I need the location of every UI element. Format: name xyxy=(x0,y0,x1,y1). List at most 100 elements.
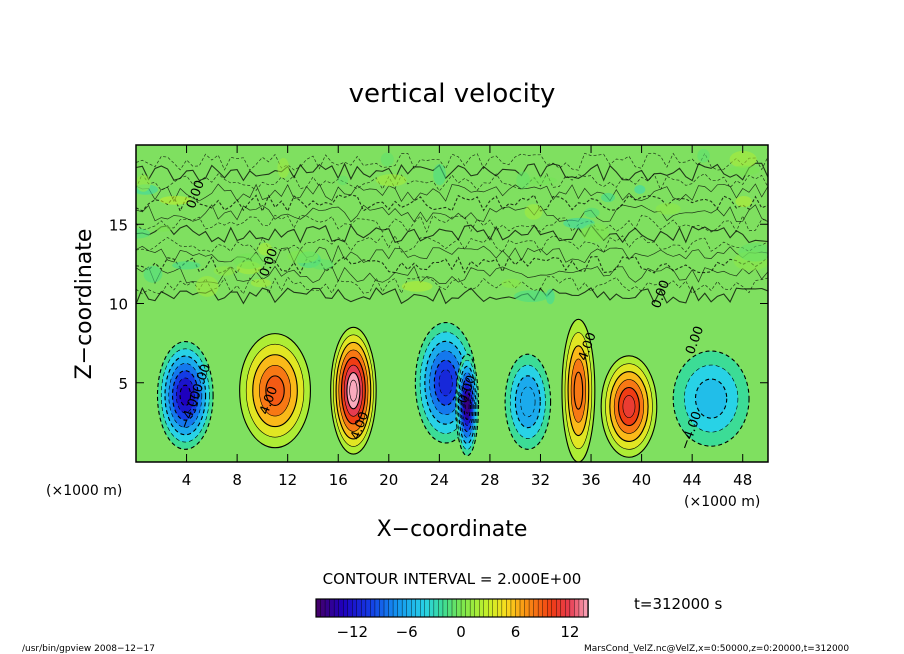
velocity-cell-2 xyxy=(239,333,311,449)
colorbar-swatch xyxy=(365,598,372,618)
turbulence-patch xyxy=(501,278,522,288)
turbulence-patch xyxy=(277,158,290,179)
colorbar xyxy=(315,598,589,618)
x-axis-label: X−coordinate xyxy=(377,517,528,542)
turbulence-patch xyxy=(401,281,433,292)
colorbar-swatch xyxy=(479,598,485,618)
x-tick-label: 16 xyxy=(329,471,348,489)
colorbar-swatch xyxy=(356,598,363,618)
colorbar-swatch xyxy=(315,598,322,618)
colorbar-swatch xyxy=(433,598,440,618)
turbulence-patch xyxy=(524,176,557,185)
plot-area: 0.00−4.00 4.004.000.000.000.004.000.000.0… xyxy=(135,144,769,463)
y-tick-label: 5 xyxy=(118,375,128,393)
turbulence-patch xyxy=(601,192,615,203)
cell-contour xyxy=(464,396,470,414)
colorbar-swatch xyxy=(510,598,517,618)
colorbar-swatch xyxy=(411,598,417,618)
velocity-cell-6 xyxy=(504,353,552,450)
colorbar-swatch xyxy=(528,598,535,618)
turbulence-patch xyxy=(697,148,710,163)
y-tick-label: 10 xyxy=(109,296,128,314)
turbulence-contour xyxy=(136,276,768,295)
turbulence-patch xyxy=(433,163,446,186)
colorbar-swatch xyxy=(420,598,426,618)
colorbar-swatch xyxy=(574,598,580,618)
y-axis-ticks: 5 10 15 xyxy=(109,216,768,393)
time-label: t=312000 s xyxy=(634,595,722,613)
turbulence-contour xyxy=(136,285,768,305)
colorbar-swatch xyxy=(506,598,512,618)
colorbar-swatch xyxy=(324,598,331,618)
turbulence-contour xyxy=(136,194,768,213)
colorbar-swatch xyxy=(556,598,562,618)
colorbar-swatch xyxy=(456,598,462,618)
x-tick-label: 32 xyxy=(531,471,550,489)
turbulence-patch xyxy=(545,289,555,305)
turbulence-patch xyxy=(311,259,334,270)
contour-interval-label: CONTOUR INTERVAL = 2.000E+00 xyxy=(323,570,582,588)
turbulence-patch xyxy=(155,225,172,232)
colorbar-swatch xyxy=(392,598,399,618)
turbulence-contour xyxy=(136,183,768,203)
velocity-cells xyxy=(156,318,750,462)
colorbar-swatch xyxy=(406,598,412,618)
turbulence-patch xyxy=(634,185,646,194)
turbulence-patch xyxy=(735,196,752,208)
turbulence-patch xyxy=(337,175,349,186)
velocity-cell-8 xyxy=(600,355,658,458)
colorbar-swatch xyxy=(497,598,503,618)
colorbar-swatch xyxy=(451,598,458,618)
upper-turbulence-contours xyxy=(136,148,768,305)
turbulence-patch xyxy=(143,265,163,283)
turbulence-patch xyxy=(380,152,394,167)
turbulence-patch xyxy=(513,290,549,303)
chart-title: vertical velocity xyxy=(349,79,556,109)
colorbar-swatch xyxy=(474,598,480,618)
x-tick-label: 8 xyxy=(232,471,242,489)
x-unit-right: (×1000 m) xyxy=(684,494,760,510)
colorbar-tick-label: 12 xyxy=(560,623,579,641)
colorbar-swatch xyxy=(338,598,344,618)
colorbar-swatch xyxy=(347,598,353,618)
colorbar-swatch xyxy=(383,598,390,618)
colorbar-frame xyxy=(315,598,589,618)
x-tick-label: 44 xyxy=(683,471,702,489)
x-tick-label: 28 xyxy=(480,471,499,489)
cell-contour xyxy=(438,369,453,397)
colorbar-swatch xyxy=(547,598,553,618)
turbulence-patch xyxy=(655,203,681,215)
colorbar-swatch xyxy=(333,598,340,618)
cell-contour xyxy=(694,378,728,419)
colorbar-ticks: −12 −6 0 6 12 xyxy=(336,623,579,641)
turbulence-patch xyxy=(516,171,530,189)
colorbar-tick-label: −6 xyxy=(396,623,418,641)
turbulence-patch xyxy=(524,204,543,220)
colorbar-swatch xyxy=(483,598,489,618)
footer-left: /usr/bin/gpview 2008−12−17 xyxy=(22,644,155,654)
colorbar-swatch xyxy=(320,598,326,618)
turbulence-patch xyxy=(136,228,151,239)
y-tick-label: 15 xyxy=(109,216,128,234)
x-tick-label: 48 xyxy=(733,471,752,489)
colorbar-swatch xyxy=(488,598,494,618)
turbulence-contour xyxy=(136,224,768,244)
velocity-cell-5 xyxy=(455,353,480,457)
turbulence-contour xyxy=(136,204,768,223)
colorbar-swatch xyxy=(565,598,571,618)
turbulence-patch xyxy=(172,261,201,270)
colorbar-swatch xyxy=(519,598,526,618)
cell-contour xyxy=(622,395,636,418)
colorbar-swatch xyxy=(424,598,431,618)
turbulence-patch xyxy=(729,150,757,168)
colorbar-swatch xyxy=(551,598,557,618)
velocity-cell-9 xyxy=(672,350,750,447)
turbulence-patch xyxy=(729,165,760,176)
colorbar-swatch xyxy=(569,598,576,618)
turbulence-patch xyxy=(195,275,219,297)
turbulence-contour xyxy=(136,152,768,171)
cell-contour xyxy=(265,375,285,407)
x-tick-label: 24 xyxy=(430,471,449,489)
colorbar-swatch xyxy=(524,598,530,618)
